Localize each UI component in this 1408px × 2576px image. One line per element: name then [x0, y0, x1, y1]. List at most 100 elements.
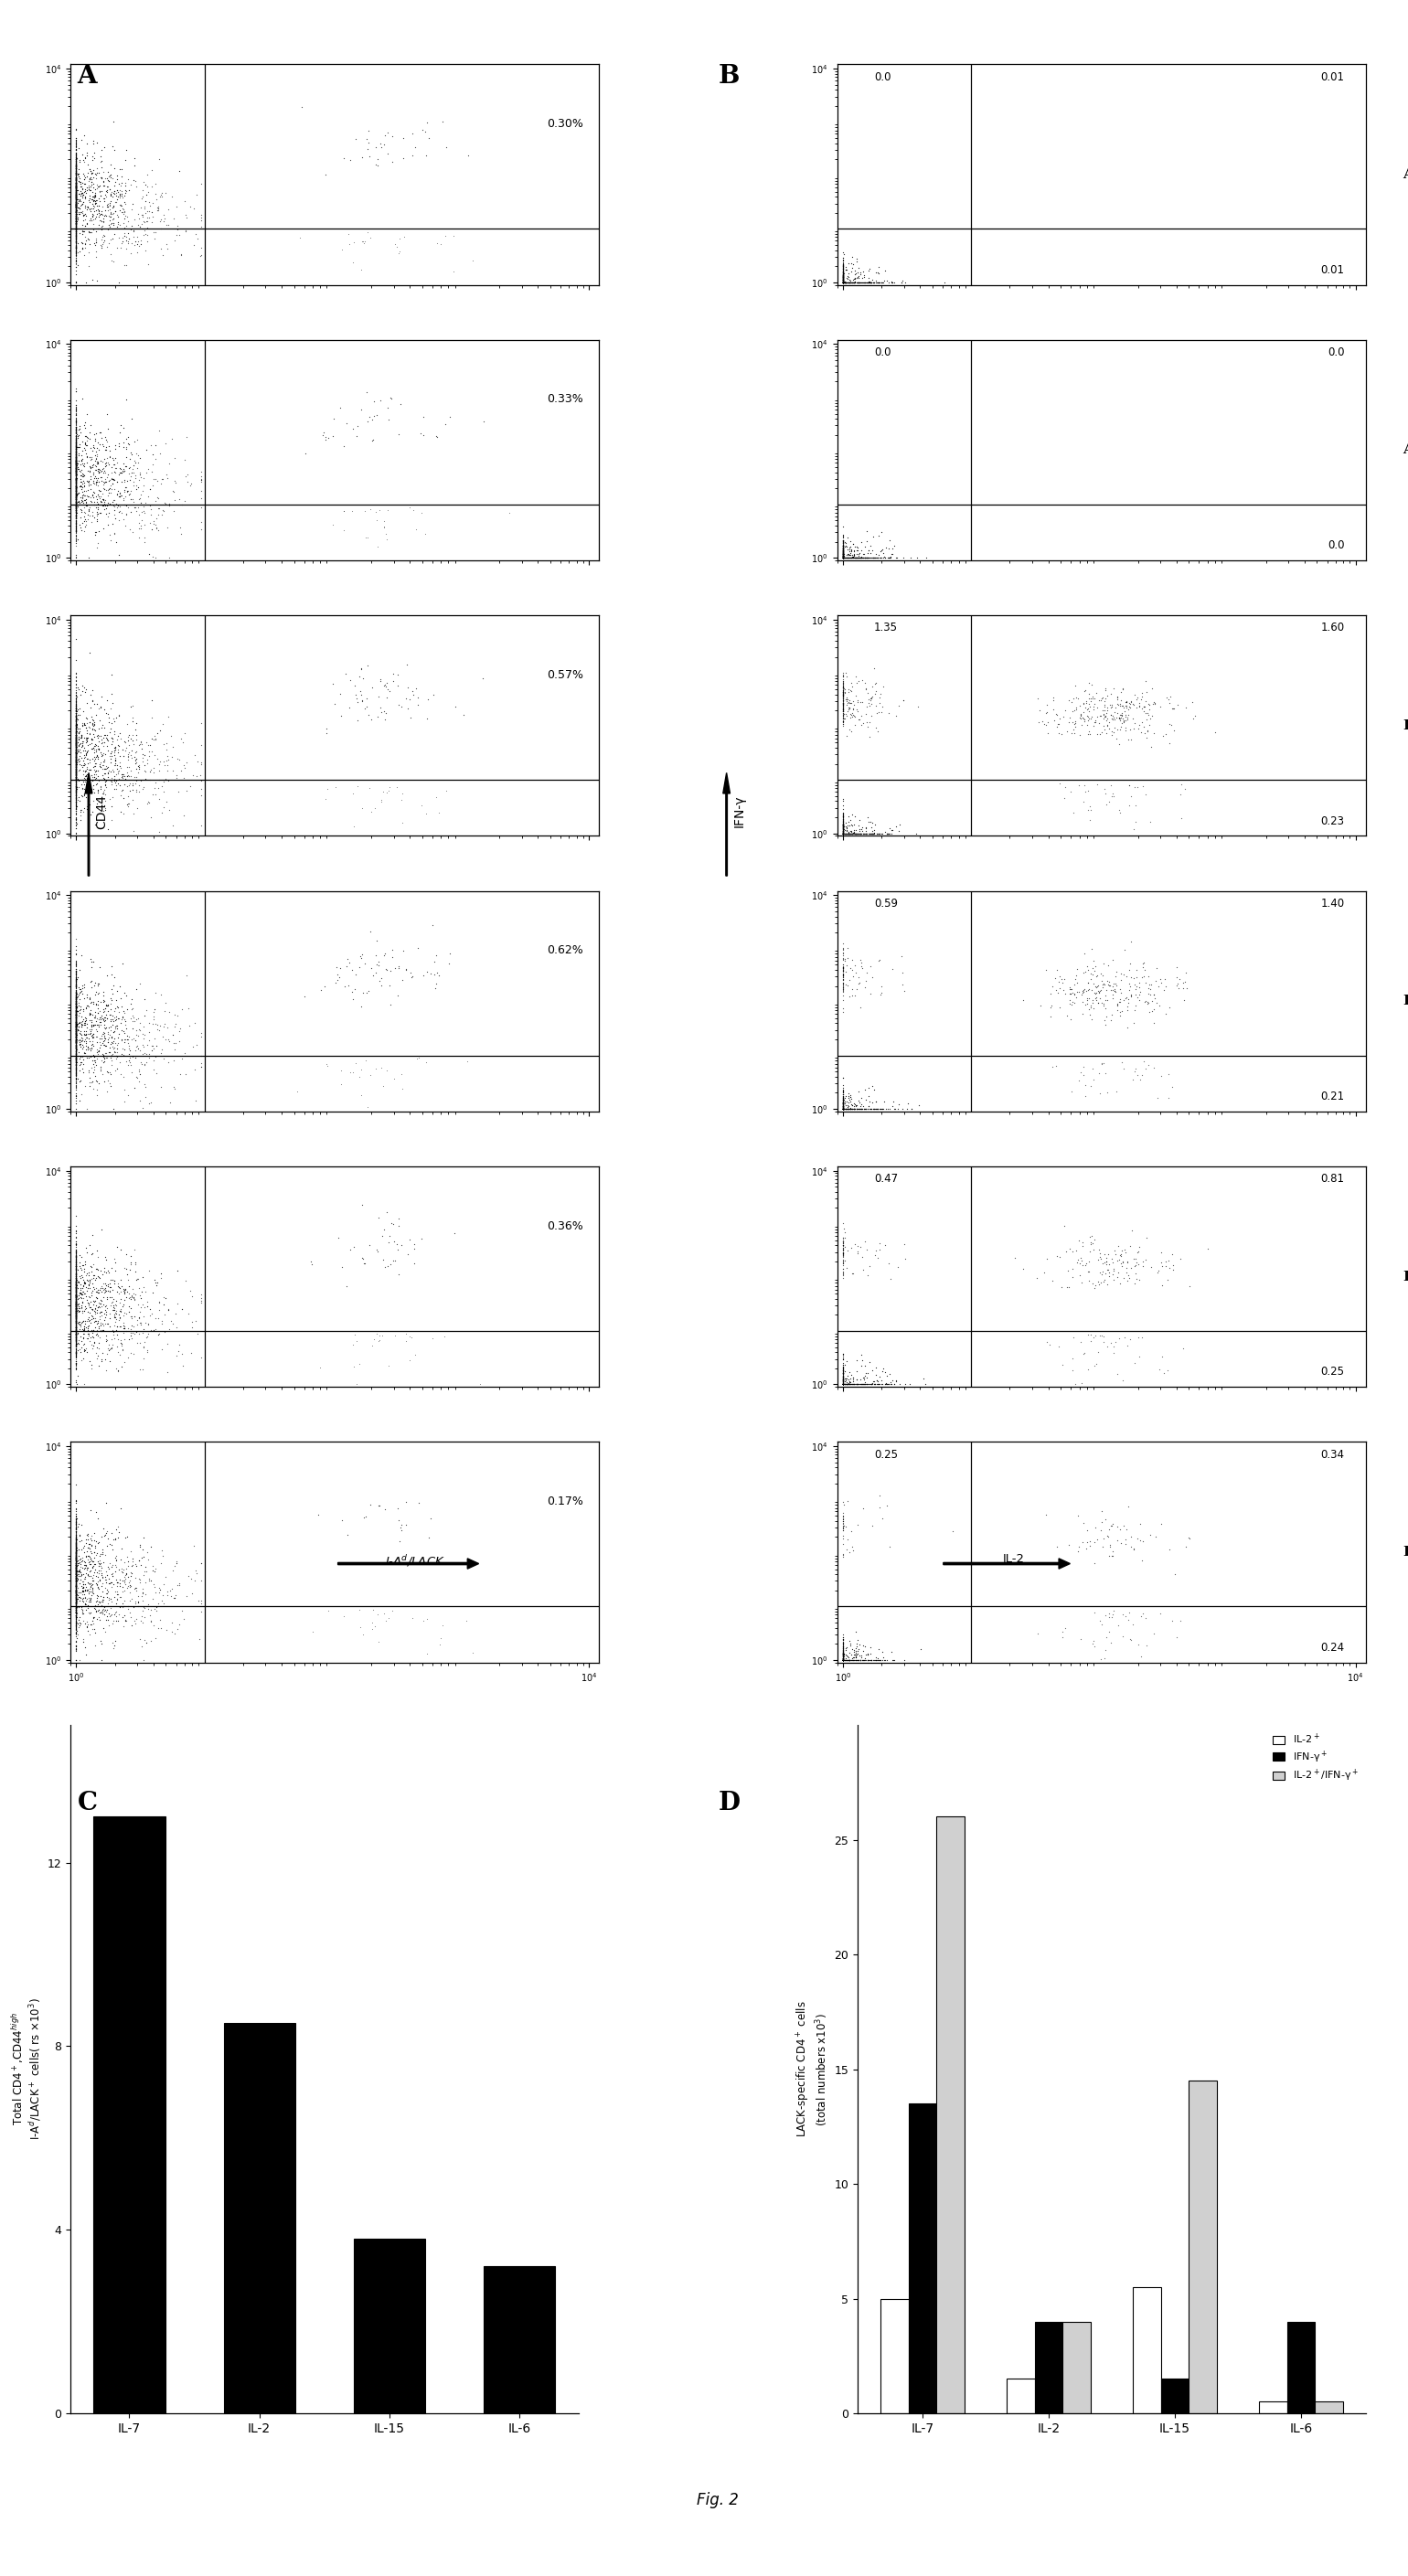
Point [127, 193, 149, 234]
Point [832, 260, 855, 301]
Point [835, 814, 857, 855]
Point [832, 1363, 855, 1404]
Point [872, 1638, 894, 1680]
Point [106, 1574, 128, 1615]
Point [65, 1363, 87, 1404]
Point [108, 966, 131, 1007]
Point [65, 1319, 87, 1360]
Point [65, 933, 87, 974]
Point [1100, 693, 1122, 734]
Point [72, 430, 94, 471]
Point [832, 1087, 855, 1128]
Point [1128, 1260, 1150, 1301]
Point [852, 1638, 874, 1680]
Point [100, 1525, 122, 1566]
Point [832, 1087, 855, 1128]
Point [96, 984, 118, 1025]
Point [65, 417, 87, 459]
Point [358, 768, 380, 809]
Point [80, 719, 103, 760]
Point [832, 1638, 855, 1680]
Point [108, 492, 131, 533]
Point [65, 170, 87, 211]
Point [69, 724, 92, 765]
Point [65, 1324, 87, 1365]
Point [832, 814, 855, 855]
Point [65, 250, 87, 291]
Point [77, 160, 100, 201]
Point [462, 240, 484, 281]
Point [870, 1363, 893, 1404]
Point [832, 538, 855, 580]
Point [65, 958, 87, 999]
Point [69, 992, 92, 1033]
Point [832, 1363, 855, 1404]
Point [65, 1571, 87, 1613]
Point [93, 469, 115, 510]
Point [832, 1638, 855, 1680]
Point [832, 263, 855, 304]
Point [72, 479, 94, 520]
Point [1074, 1064, 1097, 1105]
Point [65, 1005, 87, 1046]
Point [84, 804, 107, 845]
Point [832, 263, 855, 304]
Point [366, 144, 389, 185]
Point [77, 1535, 100, 1577]
Point [832, 263, 855, 304]
Point [344, 1314, 366, 1355]
Point [65, 737, 87, 778]
Point [65, 1283, 87, 1324]
Point [65, 989, 87, 1030]
Point [70, 716, 93, 757]
Point [168, 149, 190, 191]
Point [832, 263, 855, 304]
Point [92, 1592, 114, 1633]
Point [841, 814, 863, 855]
Point [832, 263, 855, 304]
Point [1080, 1314, 1102, 1355]
Point [65, 459, 87, 500]
Point [65, 1231, 87, 1273]
Point [846, 814, 869, 855]
Point [832, 263, 855, 304]
Point [76, 1028, 99, 1069]
Point [65, 489, 87, 531]
Point [832, 538, 855, 580]
Point [65, 438, 87, 479]
Point [79, 1579, 101, 1620]
Point [190, 487, 213, 528]
Point [65, 1015, 87, 1056]
Point [121, 721, 144, 762]
Point [849, 538, 872, 580]
Point [73, 1306, 96, 1347]
Point [65, 420, 87, 461]
Point [65, 1015, 87, 1056]
Point [65, 1301, 87, 1342]
Point [839, 538, 862, 580]
Point [65, 1242, 87, 1283]
Point [832, 1087, 855, 1128]
Point [65, 1582, 87, 1623]
Point [832, 538, 855, 580]
Point [65, 415, 87, 456]
Point [87, 987, 110, 1028]
Point [65, 1517, 87, 1558]
Point [832, 801, 855, 842]
Point [65, 1242, 87, 1283]
Point [65, 1309, 87, 1350]
Point [65, 443, 87, 484]
Point [65, 997, 87, 1038]
Point [65, 1587, 87, 1628]
Point [99, 469, 121, 510]
Point [852, 814, 874, 855]
Point [65, 484, 87, 526]
Point [870, 690, 893, 732]
Point [65, 757, 87, 799]
Point [65, 1283, 87, 1324]
Point [86, 1236, 108, 1278]
Point [115, 1007, 138, 1048]
Point [66, 198, 89, 240]
Point [65, 157, 87, 198]
Point [842, 1638, 865, 1680]
